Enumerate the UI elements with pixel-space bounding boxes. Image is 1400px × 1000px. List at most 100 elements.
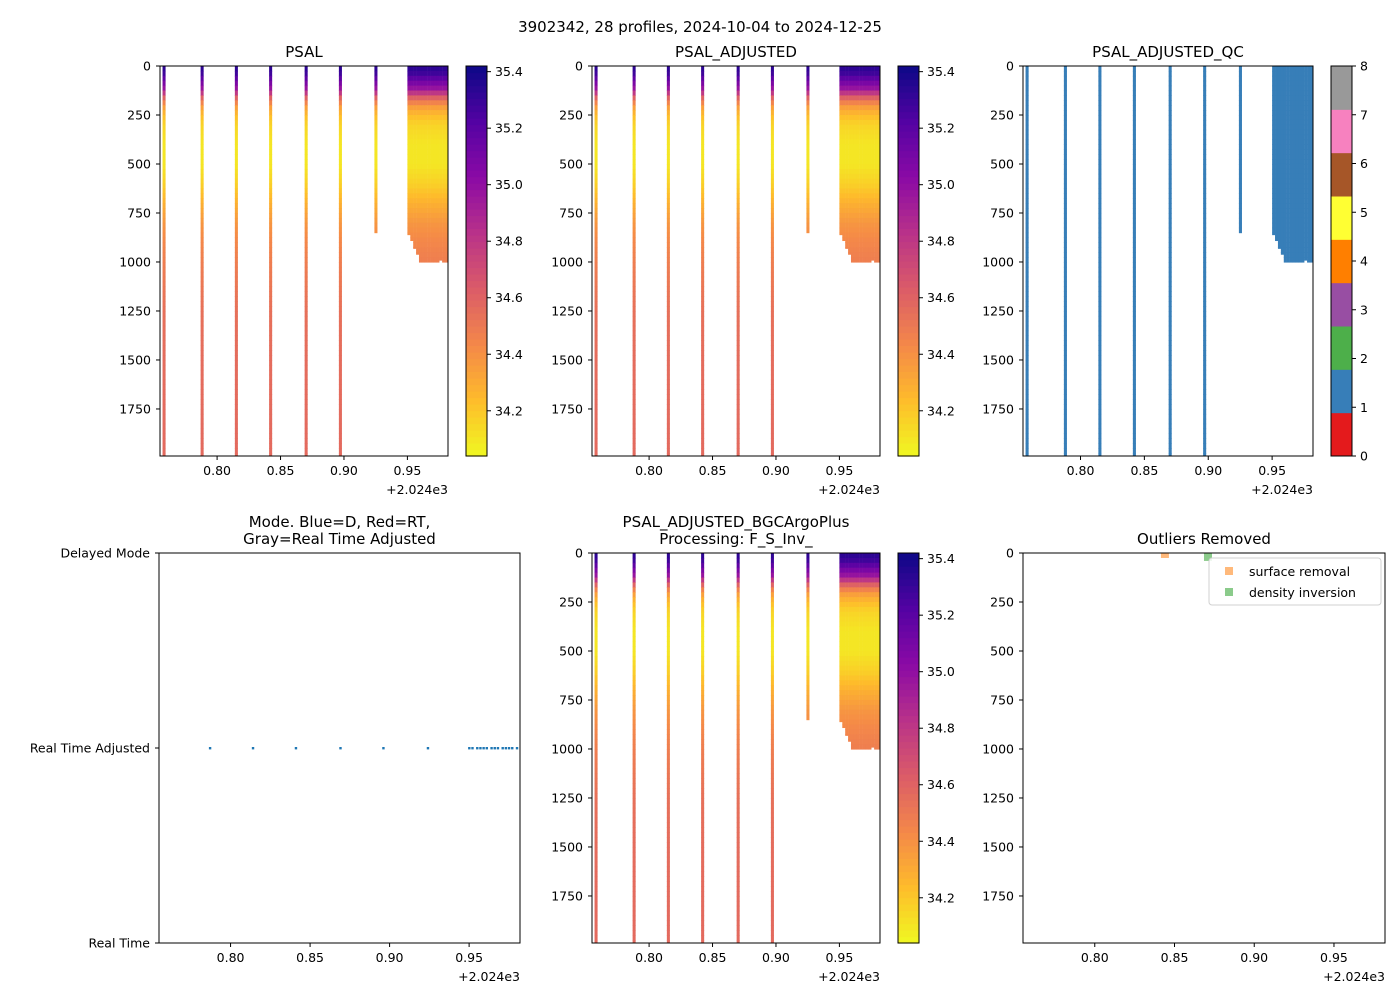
profile-cell xyxy=(304,75,308,82)
colorbar-segment xyxy=(466,66,487,74)
profile-cell xyxy=(442,188,446,194)
profile-cell xyxy=(200,384,204,390)
colorbar-segment xyxy=(898,235,919,243)
profile-cell xyxy=(269,276,273,283)
profile-cell xyxy=(853,650,858,657)
profile-cell xyxy=(436,110,440,116)
profile-cell xyxy=(416,75,420,82)
profile-cell xyxy=(666,428,670,435)
profile-cell xyxy=(701,631,705,637)
profile-cell xyxy=(632,198,636,204)
profile-cell xyxy=(666,685,670,691)
profile-cell xyxy=(1275,90,1279,96)
profile-cell xyxy=(1292,149,1296,155)
profile-cell xyxy=(666,920,670,926)
profile-cell xyxy=(1063,369,1067,376)
profile-cell xyxy=(770,325,774,332)
profile-cell xyxy=(1295,173,1299,180)
profile-cell xyxy=(1168,423,1172,430)
profile-cell xyxy=(877,690,880,696)
profile-cell xyxy=(594,631,598,637)
profile-cell xyxy=(269,212,273,219)
profile-cell xyxy=(1098,183,1102,190)
profile-cell xyxy=(736,626,740,632)
profile-cell xyxy=(770,438,774,444)
profile-cell xyxy=(701,252,705,258)
profile-cell xyxy=(594,832,598,838)
profile-cell xyxy=(1238,183,1242,190)
profile-cell xyxy=(842,203,846,209)
profile-cell xyxy=(442,252,446,258)
profile-cell xyxy=(374,105,378,111)
profile-cell xyxy=(594,129,598,136)
profile-cell xyxy=(845,222,849,229)
colorbar-tick-label: 34.8 xyxy=(927,234,955,249)
profile-cell xyxy=(842,134,846,141)
profile-cell xyxy=(1203,355,1207,361)
colorbar-segment xyxy=(898,566,919,574)
profile-cell xyxy=(1168,154,1172,160)
profile-cell xyxy=(632,871,636,877)
profile-cell xyxy=(1272,173,1276,180)
profile-cell xyxy=(1289,193,1293,199)
profile-cell xyxy=(874,144,878,150)
profile-cell xyxy=(407,66,411,72)
profile-cell xyxy=(736,227,740,234)
profile-cell xyxy=(632,802,636,809)
profile-cell xyxy=(413,163,417,170)
profile-cell xyxy=(200,168,204,175)
profile-cell xyxy=(416,222,420,229)
profile-cell xyxy=(1132,173,1136,180)
profile-cell xyxy=(200,359,204,366)
profile-cell xyxy=(1203,413,1207,420)
profile-cell xyxy=(845,129,849,136)
profile-cell xyxy=(848,66,852,72)
profile-cell xyxy=(1063,183,1067,190)
y-tick-label: 500 xyxy=(559,643,583,658)
profile-cell xyxy=(736,699,740,706)
profile-cell xyxy=(736,895,740,902)
profile-cell xyxy=(1292,144,1296,150)
profile-cell xyxy=(736,695,740,701)
profile-cell xyxy=(871,650,875,657)
profile-cell xyxy=(594,562,598,569)
profile-cell xyxy=(1283,173,1287,180)
profile-cell xyxy=(1309,232,1313,239)
profile-cell xyxy=(874,173,878,180)
profile-cell xyxy=(666,389,670,395)
profile-cell xyxy=(666,915,670,922)
profile-cell xyxy=(594,577,598,583)
profile-cell xyxy=(162,247,166,253)
profile-cell xyxy=(770,940,774,943)
profile-cell xyxy=(632,763,636,770)
profile-cell xyxy=(862,95,866,101)
profile-cell xyxy=(269,208,273,214)
profile-cell xyxy=(874,660,878,667)
profile-cell xyxy=(424,144,428,150)
profile-cell xyxy=(874,641,878,647)
dense-profile-8 xyxy=(859,553,863,750)
profile-cell xyxy=(594,423,598,430)
profile-cell xyxy=(1286,149,1290,155)
profile-cell xyxy=(806,119,810,126)
dense-profile-9 xyxy=(862,66,866,263)
profile-cell xyxy=(845,70,849,77)
profile-cell xyxy=(1295,163,1299,170)
profile-cell xyxy=(1280,188,1285,194)
profile-cell xyxy=(1272,124,1276,131)
profile-cell xyxy=(853,203,858,209)
profile-cell xyxy=(1298,154,1302,160)
profile-cell xyxy=(865,670,869,677)
profile-cell xyxy=(1283,75,1287,82)
profile-cell xyxy=(234,222,238,229)
profile-cell xyxy=(1203,159,1207,165)
profile-cell xyxy=(845,198,849,204)
profile-cell xyxy=(200,70,204,77)
profile-cell xyxy=(436,257,440,263)
profile-cell xyxy=(1063,315,1067,322)
profile-cell xyxy=(632,822,636,828)
profile-cell xyxy=(430,247,434,253)
profile-cell xyxy=(862,247,866,253)
profile-cell xyxy=(868,144,872,150)
profile-cell xyxy=(845,655,849,662)
